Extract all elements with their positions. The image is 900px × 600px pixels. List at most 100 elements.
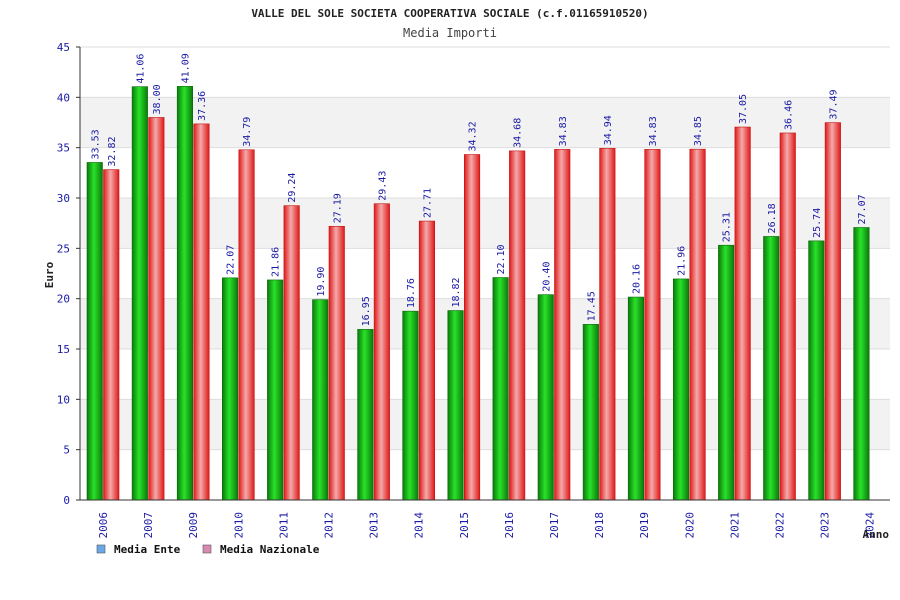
bar-nazionale-2016 [509,150,526,501]
x-tick-label-2020: 2020 [683,512,696,539]
value-label-ente-2019: 20.16 [631,264,642,294]
legend-label-ente: Media Ente [114,543,181,556]
value-label-ente-2012: 19.90 [316,267,327,297]
x-tick-label-2011: 2011 [277,512,290,539]
value-label-nazionale-2022: 36.46 [783,100,794,130]
bar-nazionale-2019 [644,149,661,501]
y-tick-label: 0 [63,494,70,507]
legend-swatch-nazionale [202,544,212,554]
x-tick-label-2018: 2018 [593,512,606,539]
bar-nazionale-2023 [824,122,841,501]
value-label-nazionale-2007: 38.00 [152,84,163,114]
bar-ente-2012 [312,299,329,501]
y-tick-label: 30 [57,192,70,205]
value-label-ente-2011: 21.86 [271,247,282,277]
bar-ente-2018 [582,324,599,501]
grid-band [80,97,890,148]
x-tick-label-2024: 2024 [864,512,877,539]
x-tick-label-2006: 2006 [97,512,110,539]
chart-subtitle: Media Importi [403,26,497,40]
grid-band [80,298,890,349]
value-label-nazionale-2015: 34.32 [468,121,479,151]
x-tick-label-2019: 2019 [638,512,651,539]
bar-ente-2023 [808,240,825,501]
value-label-ente-2006: 33.53 [90,129,101,159]
bar-ente-2019 [627,296,645,501]
x-tick-label-2013: 2013 [368,512,381,539]
grid-band [80,399,890,450]
bar-ente-2010 [222,277,239,501]
bar-nazionale-2020 [689,148,706,501]
value-label-ente-2015: 18.82 [451,277,462,307]
value-label-ente-2022: 26.18 [767,203,778,233]
bar-ente-2020 [672,278,690,501]
y-tick-label: 5 [63,444,70,457]
legend-swatch-ente [96,544,106,554]
value-label-nazionale-2016: 34.68 [513,118,524,148]
bar-ente-2013 [357,329,374,501]
value-label-nazionale-2017: 34.83 [558,116,569,146]
bar-nazionale-2012 [328,225,345,501]
y-tick-label: 15 [57,343,70,356]
value-label-ente-2023: 25.74 [812,208,823,238]
value-label-ente-2018: 17.45 [586,291,597,321]
bar-nazionale-2010 [238,149,255,501]
x-tick-label-2010: 2010 [232,512,245,539]
y-tick-label: 10 [57,393,70,406]
bar-ente-2015 [447,310,464,501]
x-tick-label-2021: 2021 [728,512,741,539]
bar-ente-2007 [131,86,148,501]
value-label-ente-2014: 18.76 [406,278,417,308]
x-axis-label: Anno [863,528,890,541]
value-label-nazionale-2010: 34.79 [242,117,253,147]
x-tick-label-2014: 2014 [413,512,426,539]
bar-nazionale-2009 [193,123,210,501]
x-tick-label-2023: 2023 [819,512,832,539]
bar-nazionale-2006 [103,169,120,501]
bars [86,86,870,501]
bar-nazionale-2015 [463,154,481,501]
y-tick-label: 20 [57,293,70,306]
value-label-ente-2009: 41.09 [180,53,191,83]
value-label-ente-2024: 27.07 [857,194,868,224]
bar-ente-2017 [537,294,554,501]
bar-nazionale-2014 [418,220,436,501]
bar-nazionale-2011 [283,205,300,501]
value-label-nazionale-2018: 34.94 [603,115,614,145]
value-label-nazionale-2020: 34.85 [693,116,704,146]
bar-nazionale-2017 [554,149,571,501]
value-label-nazionale-2013: 29.43 [377,171,388,201]
bar-ente-2024 [853,227,870,501]
value-labels: 33.53 32.82 41.06 38.00 41.09 37.36 22.07 34.79… [90,53,868,326]
x-tick-label-2017: 2017 [548,512,561,539]
value-label-ente-2017: 20.40 [541,262,552,292]
value-label-ente-2007: 41.06 [135,54,146,84]
bar-ente-2021 [718,244,735,501]
value-label-nazionale-2023: 37.49 [828,89,839,119]
bar-ente-2011 [267,279,284,501]
grid-band [80,198,890,249]
legend-label-nazionale: Media Nazionale [220,543,320,556]
bar-ente-2014 [402,310,419,501]
x-axis-ticks: 2006 2007 2009 2010 2011 2012 2013 2014 2015 2016… [97,512,877,539]
y-axis-ticks: 0 5 10 15 20 25 30 35 40 45 [57,41,80,507]
bar-nazionale-2013 [373,203,390,501]
bar-nazionale-2018 [599,147,616,501]
y-axis-label: Euro [43,261,56,288]
value-label-ente-2013: 16.95 [361,296,372,326]
x-tick-label-2007: 2007 [142,512,155,539]
value-label-nazionale-2009: 37.36 [197,91,208,121]
value-label-ente-2016: 22.10 [496,244,507,274]
value-label-ente-2021: 25.31 [722,212,733,242]
bar-ente-2009 [176,86,193,501]
bar-nazionale-2007 [148,117,165,501]
value-label-nazionale-2006: 32.82 [107,137,118,167]
value-label-nazionale-2014: 27.71 [422,188,433,218]
chart-title: VALLE DEL SOLE SOCIETA COOPERATIVA SOCIA… [251,7,648,20]
bar-ente-2022 [763,236,780,501]
bar-nazionale-2022 [779,132,796,501]
x-tick-label-2009: 2009 [187,512,200,539]
value-label-ente-2020: 21.96 [677,246,688,276]
value-label-nazionale-2019: 34.83 [648,116,659,146]
